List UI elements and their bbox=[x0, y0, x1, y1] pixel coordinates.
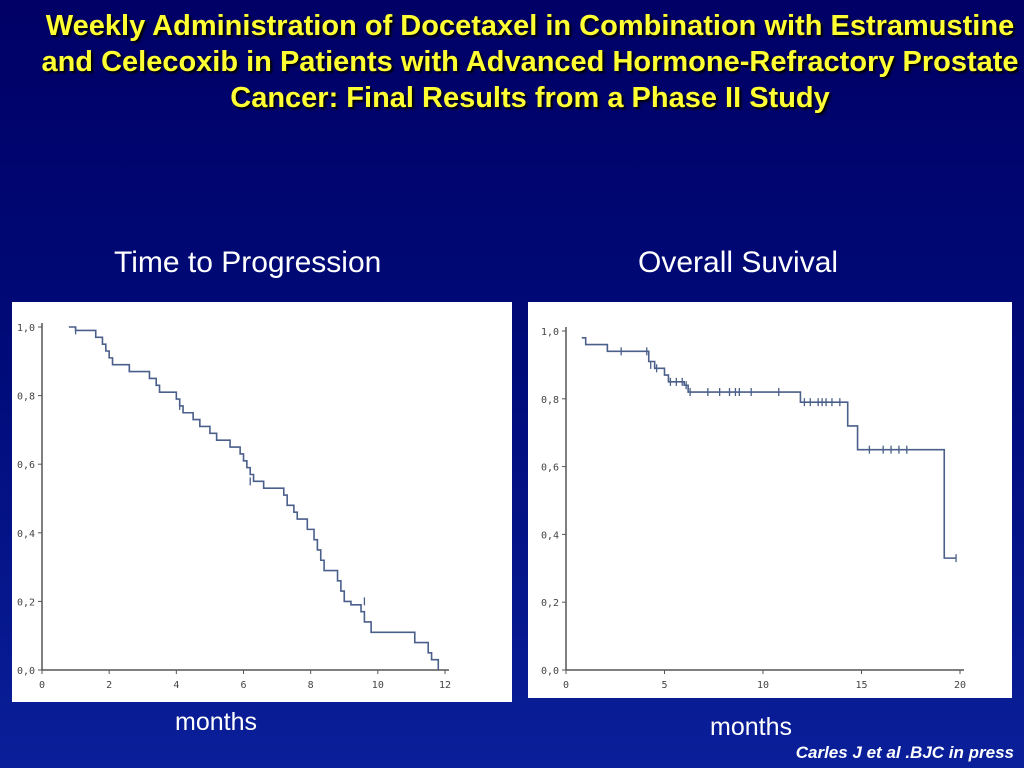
os-survival-curve bbox=[581, 336, 957, 559]
ttp-x-tick-label: 2 bbox=[106, 680, 112, 691]
ttp-y-tick-label: 0,6 bbox=[17, 460, 35, 471]
os-y-tick-label: 0,0 bbox=[541, 666, 559, 677]
os-chart: 0,0 0,2 0,4 0,6 0,8 1,0 0 5 10 15 20 bbox=[541, 327, 966, 691]
x-axis-label-ttp: months bbox=[175, 708, 257, 736]
os-y-tick-label: 0,6 bbox=[541, 463, 559, 474]
ttp-y-tick-label: 0,0 bbox=[17, 666, 35, 677]
x-axis-label-os: months bbox=[710, 713, 792, 741]
os-x-tick-label: 15 bbox=[855, 680, 867, 691]
os-y-tick-label: 0,2 bbox=[541, 598, 559, 609]
chart-title-os: Overall Suvival bbox=[638, 246, 839, 279]
chart-title-ttp: Time to Progression bbox=[114, 246, 382, 279]
ttp-y-tick-label: 1,0 bbox=[17, 323, 35, 334]
os-x-tick-label: 5 bbox=[661, 680, 667, 691]
ttp-x-tick-label: 12 bbox=[439, 680, 451, 691]
ttp-y-tick-label: 0,4 bbox=[17, 529, 35, 540]
ttp-chart: 0,0 0,2 0,4 0,6 0,8 1,0 0 2 4 6 8 10 12 bbox=[17, 323, 451, 691]
chart-panel-ttp: 0,0 0,2 0,4 0,6 0,8 1,0 0 2 4 6 8 10 12 bbox=[12, 302, 512, 702]
ttp-x-tick-label: 8 bbox=[308, 680, 314, 691]
chart-panel-os: 0,0 0,2 0,4 0,6 0,8 1,0 0 5 10 15 20 bbox=[528, 302, 1012, 698]
ttp-y-tick-label: 0,8 bbox=[17, 392, 35, 403]
os-y-tick-label: 0,8 bbox=[541, 395, 559, 406]
ttp-x-tick-label: 6 bbox=[240, 680, 246, 691]
os-x-tick-label: 20 bbox=[954, 680, 966, 691]
citation: Carles J et al .BJC in press bbox=[795, 743, 1014, 762]
ttp-x-tick-label: 10 bbox=[372, 680, 384, 691]
ttp-x-tick-label: 4 bbox=[173, 680, 179, 691]
os-x-tick-label: 10 bbox=[757, 680, 769, 691]
slide-title: Weekly Administration of Docetaxel in Co… bbox=[41, 10, 1019, 114]
os-x-tick-label: 0 bbox=[563, 680, 569, 691]
os-y-tick-label: 0,4 bbox=[541, 530, 559, 541]
ttp-survival-curve bbox=[68, 326, 440, 670]
ttp-x-tick-label: 0 bbox=[39, 680, 45, 691]
os-y-tick-label: 1,0 bbox=[541, 327, 559, 338]
ttp-y-tick-label: 0,2 bbox=[17, 597, 35, 608]
